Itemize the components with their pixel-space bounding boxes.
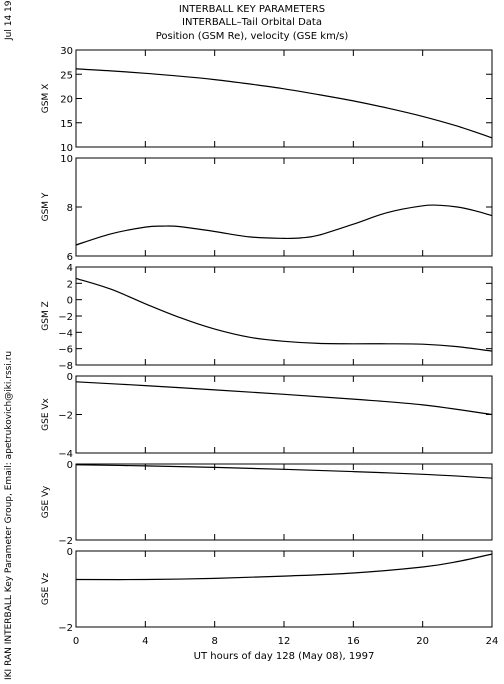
series-line-2: [75, 204, 493, 246]
panel-frame-3: [75, 266, 493, 366]
panel-frame-4: [75, 375, 493, 454]
y-tick-label-3-6: 4: [67, 263, 73, 274]
y-tick-label-1-3: 25: [60, 70, 73, 81]
y-tick-label-3-5: 2: [67, 279, 73, 290]
series-line-5: [75, 464, 493, 479]
panel-frame-2: [75, 157, 493, 257]
y-tick-label-6-1: 0: [67, 547, 73, 558]
x-tick-label-4: 16: [347, 636, 360, 647]
title-line-2: INTERBALL–Tail Orbital Data: [182, 17, 322, 28]
y-tick-label-1-0: 10: [60, 143, 73, 154]
panel-frame-6: [75, 550, 493, 628]
y-tick-label-2-0: 6: [67, 252, 73, 263]
x-axis-label: UT hours of day 128 (May 08), 1997: [194, 651, 375, 662]
series-line-3: [75, 277, 493, 352]
series-line-4: [75, 381, 493, 416]
y-tick-label-4-0: −4: [58, 449, 73, 460]
series-line-6: [75, 553, 493, 581]
y-tick-label-1-1: 15: [60, 119, 73, 130]
y-tick-label-2-2: 10: [60, 154, 73, 165]
x-tick-label-6: 24: [486, 636, 499, 647]
date-label: Jul 14 1998: [4, 0, 14, 41]
panel-frame-5: [75, 463, 493, 541]
series-line-1: [75, 68, 493, 139]
y-tick-label-4-1: −2: [58, 411, 73, 422]
title-line-3: Position (GSM Re), velocity (GSE km/s): [156, 31, 349, 42]
y-tick-label-4-2: 0: [67, 372, 73, 383]
y-axis-label-4: GSE Vx: [41, 397, 51, 430]
credit-label: IKI RAN INTERBALL Key Parameter Group, E…: [4, 351, 14, 680]
x-tick-label-3: 12: [278, 636, 291, 647]
y-tick-label-5-0: −2: [58, 536, 73, 547]
x-tick-label-0: 0: [73, 636, 79, 647]
y-axis-label-6: GSE Vz: [41, 573, 51, 605]
y-axis-label-3: GSM Z: [41, 301, 51, 330]
y-axis-label-5: GSE Vy: [41, 485, 51, 518]
y-tick-label-2-1: 8: [67, 203, 73, 214]
y-tick-label-1-2: 20: [60, 95, 73, 106]
y-axis-label-1: GSM X: [41, 84, 51, 113]
y-tick-label-3-3: −2: [58, 312, 73, 323]
x-tick-label-1: 4: [142, 636, 148, 647]
x-tick-label-2: 8: [211, 636, 217, 647]
y-tick-label-3-4: 0: [67, 296, 73, 307]
y-tick-label-6-0: −2: [58, 623, 73, 634]
y-tick-label-5-1: 0: [67, 460, 73, 471]
y-tick-label-3-0: −8: [58, 361, 73, 372]
title-line-1: INTERBALL KEY PARAMETERS: [179, 4, 325, 15]
y-tick-label-3-2: −4: [58, 328, 73, 339]
panel-frame-1: [75, 49, 493, 148]
y-axis-label-2: GSM Y: [41, 192, 51, 221]
x-tick-label-5: 20: [416, 636, 429, 647]
y-tick-label-3-1: −6: [58, 345, 73, 356]
y-tick-label-1-4: 30: [60, 46, 73, 57]
